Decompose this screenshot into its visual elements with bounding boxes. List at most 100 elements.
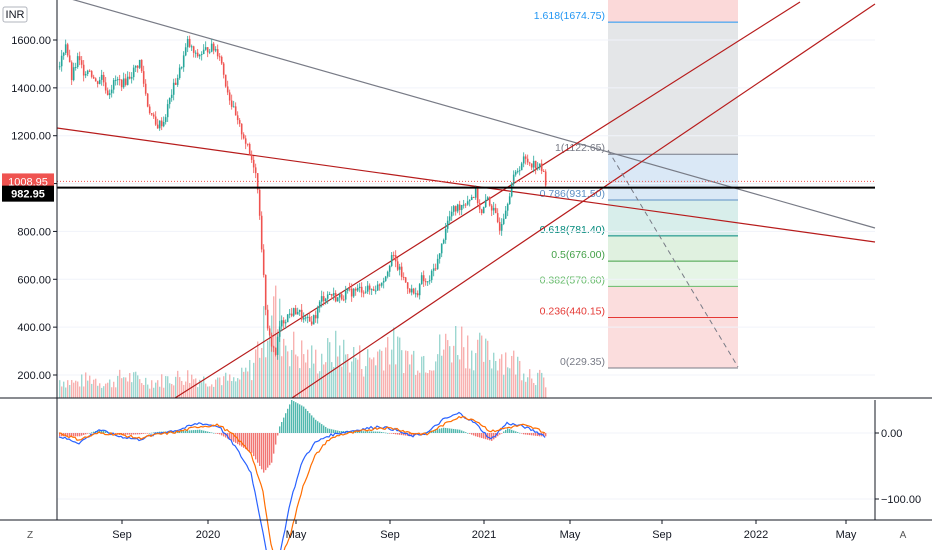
volume-bar bbox=[59, 380, 61, 398]
candle-body bbox=[390, 255, 393, 266]
channel-lower-line[interactable] bbox=[291, 3, 876, 399]
trend-lines[interactable] bbox=[56, 0, 876, 399]
volume-bar bbox=[425, 372, 427, 398]
volume-bar bbox=[63, 381, 65, 398]
time-tick-label: Sep bbox=[380, 529, 400, 541]
macd-histogram-bar bbox=[529, 433, 531, 436]
fib-level-label: 0.5(676.00) bbox=[551, 249, 605, 261]
price-axis: 200.00400.00600.00800.001000.001200.0014… bbox=[2, 6, 57, 382]
volume-bar bbox=[523, 373, 525, 398]
candle-body bbox=[432, 268, 435, 271]
volume-bar bbox=[359, 345, 361, 398]
candle-body bbox=[318, 301, 321, 308]
macd-histogram-bar bbox=[173, 431, 175, 433]
volume-bar bbox=[171, 383, 173, 398]
price-tick-label: 400.00 bbox=[17, 322, 51, 334]
macd-histogram-bar bbox=[77, 433, 79, 437]
candle-body bbox=[516, 171, 519, 173]
macd-histogram-bar bbox=[337, 430, 339, 433]
volume-bar bbox=[501, 354, 503, 398]
candle-body bbox=[154, 116, 157, 125]
candle-body bbox=[316, 307, 319, 319]
volume-bar bbox=[455, 326, 457, 398]
volume-bar bbox=[267, 340, 269, 398]
macd-histogram-bar bbox=[543, 433, 545, 437]
candle-body bbox=[62, 52, 65, 56]
fibonacci-retracement[interactable]: 1.618(1674.75) 1(1122.65) 0.786(931.50) 0.6… bbox=[534, 0, 738, 369]
candle-body bbox=[110, 89, 113, 94]
candle-body bbox=[258, 189, 261, 216]
candle-body bbox=[294, 308, 297, 315]
macd-histogram-bar bbox=[329, 428, 331, 433]
candle-body bbox=[366, 285, 369, 292]
macd-histogram-bar bbox=[251, 433, 253, 453]
candle-body bbox=[136, 65, 139, 68]
volume-bar bbox=[363, 376, 365, 398]
support-trendline[interactable] bbox=[56, 127, 876, 243]
volume-bar bbox=[441, 355, 443, 398]
price-tick-label: 800.00 bbox=[17, 226, 51, 238]
volume-bar bbox=[61, 386, 63, 398]
volume-bar bbox=[345, 354, 347, 398]
projection-line[interactable] bbox=[607, 149, 739, 368]
macd-histogram-bar bbox=[471, 433, 473, 435]
macd-histogram-bar bbox=[379, 431, 381, 433]
macd-histogram-bar bbox=[391, 433, 393, 434]
candle-body bbox=[80, 60, 83, 65]
volume-bar bbox=[131, 382, 133, 398]
descending-trendline[interactable] bbox=[57, 0, 876, 229]
volume-bar bbox=[243, 371, 245, 398]
macd-histogram-bar bbox=[253, 433, 255, 457]
volume-bar bbox=[253, 362, 255, 398]
volume-bar bbox=[377, 351, 379, 398]
volume-bar bbox=[449, 346, 451, 398]
volume-bar bbox=[337, 356, 339, 398]
volume-bar bbox=[439, 334, 441, 398]
candle-body bbox=[78, 56, 81, 61]
macd-histogram-bar bbox=[545, 433, 547, 437]
candle-body bbox=[242, 134, 245, 139]
volume-bar bbox=[157, 380, 159, 398]
volume-bar bbox=[285, 345, 287, 398]
candle-body bbox=[230, 100, 233, 107]
candle-body bbox=[328, 293, 331, 295]
candle-body bbox=[226, 86, 229, 93]
volume-bar bbox=[271, 315, 273, 398]
candle-body bbox=[536, 167, 539, 169]
macd-histogram-bar bbox=[523, 433, 525, 435]
volume-bar bbox=[411, 354, 413, 398]
candle-body bbox=[64, 44, 67, 53]
volume-bar bbox=[407, 351, 409, 398]
candle-body bbox=[140, 59, 143, 72]
macd-histogram-bar bbox=[123, 433, 125, 435]
volume-bar bbox=[127, 381, 129, 398]
candle-body bbox=[260, 215, 263, 250]
macd-histogram-bar bbox=[97, 430, 99, 433]
fib-zone-band bbox=[608, 261, 738, 287]
fib-zone-band bbox=[608, 286, 738, 318]
candle-body bbox=[132, 67, 135, 78]
candle-body bbox=[148, 106, 151, 114]
volume-bar bbox=[129, 373, 131, 398]
volume-bar bbox=[125, 377, 127, 398]
volume-bar bbox=[159, 386, 161, 398]
macd-histogram-bar bbox=[307, 411, 309, 433]
macd-histogram-bar bbox=[209, 432, 211, 433]
macd-histogram-bar bbox=[433, 430, 435, 433]
candle-body bbox=[134, 65, 137, 68]
candle-body bbox=[118, 79, 121, 81]
chart-frame bbox=[0, 0, 932, 521]
macd-histogram-bar bbox=[339, 431, 341, 433]
candle-body bbox=[76, 56, 79, 68]
candle-body bbox=[240, 123, 243, 135]
macd-histogram-bar bbox=[239, 433, 241, 446]
macd-histogram-bar bbox=[313, 417, 315, 433]
volume-bar bbox=[197, 387, 199, 398]
candle-body bbox=[314, 315, 317, 319]
candle-body bbox=[272, 346, 275, 348]
macd-histogram-bar bbox=[183, 430, 185, 433]
candle-body bbox=[524, 156, 527, 159]
volume-bar bbox=[389, 364, 391, 398]
candle-body bbox=[502, 218, 505, 225]
